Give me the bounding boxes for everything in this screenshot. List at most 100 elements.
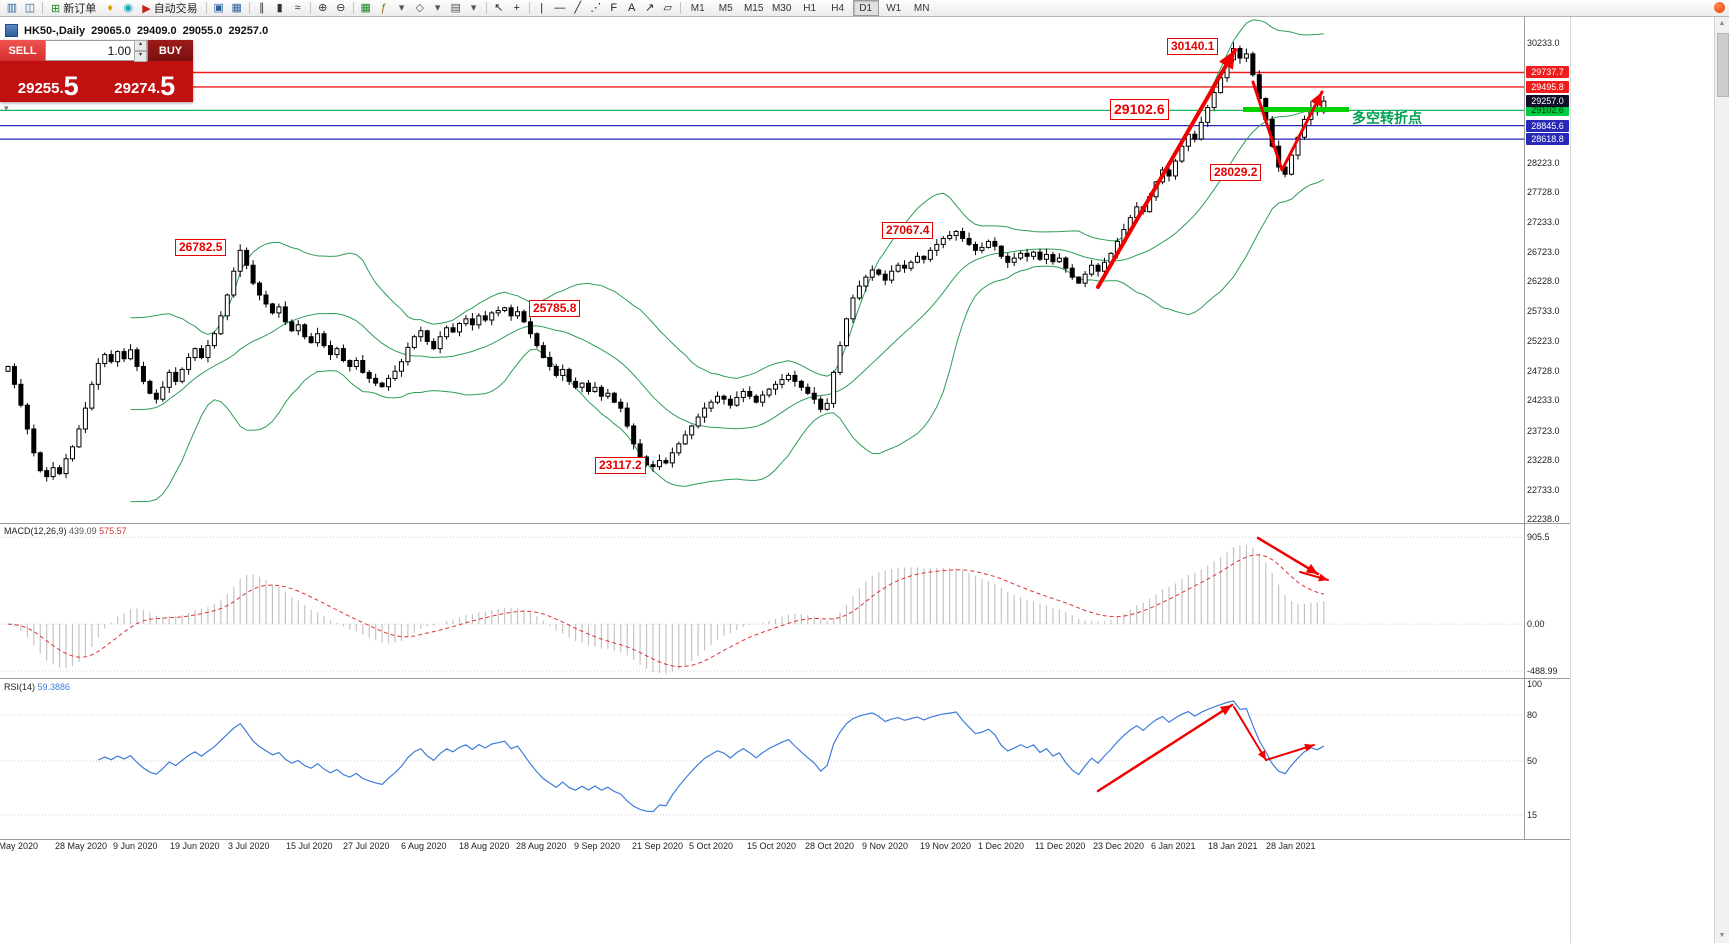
templates-icon[interactable]: ▤ — [450, 2, 461, 14]
price-tick: 22733.0 — [1527, 484, 1560, 495]
date-label: 9 Jun 2020 — [113, 841, 158, 851]
sell-price[interactable]: 29255. 5 — [0, 61, 97, 102]
price-tick: 23723.0 — [1527, 425, 1560, 436]
date-label: 21 Sep 2020 — [632, 841, 684, 851]
price-tick: 25223.0 — [1527, 336, 1560, 347]
level-lines — [0, 71, 1524, 140]
date-label: 19 Jun 2020 — [170, 841, 220, 851]
indicators-dropdown-icon[interactable]: ▾ — [398, 2, 405, 14]
timeframe-d1[interactable]: D1 — [852, 0, 879, 16]
sell-button[interactable]: SELL — [0, 40, 45, 61]
buy-price-main: 29274. — [114, 80, 161, 97]
arrows-icon[interactable]: ↗ — [645, 2, 655, 14]
grid-icon[interactable]: ▦ — [360, 2, 371, 14]
date-label: 6 Jan 2021 — [1151, 841, 1196, 851]
panel-collapse-icon[interactable]: ▾ — [4, 103, 9, 113]
one-click-trading-panel: SELL 1.00 ▴ ▾ BUY 29255. 5 29274. 5 — [0, 39, 194, 102]
sound-alert-icon[interactable]: ♦ — [107, 2, 114, 14]
scroll-down-icon[interactable]: ▼ — [1718, 932, 1726, 939]
rsi-tick: 15 — [1527, 809, 1538, 820]
high-value: 29409.0 — [136, 24, 177, 37]
price-level-tag[interactable]: 29737.7 — [1526, 66, 1569, 79]
new-chart-icon[interactable]: ▥ — [6, 2, 18, 14]
scroll-up-icon[interactable]: ▲ — [1718, 20, 1726, 27]
price-annotation: 26782.5 — [175, 239, 227, 256]
timeframe-w1[interactable]: W1 — [886, 2, 902, 14]
buy-price[interactable]: 29274. 5 — [97, 61, 194, 102]
scrollbar-thumb[interactable] — [1717, 33, 1729, 97]
timeframe-h1[interactable]: H1 — [803, 2, 817, 14]
price-tick: 27728.0 — [1527, 187, 1560, 198]
crosshair-icon[interactable]: + — [513, 2, 520, 14]
timeframe-h4[interactable]: H4 — [831, 2, 845, 14]
candlestick-chart-icon[interactable]: ▮ — [276, 2, 283, 14]
annotation-shapes — [1096, 48, 1349, 793]
rsi-indicator-label: RSI(14) 59.3886 — [4, 682, 70, 692]
timeframe-m30[interactable]: M30 — [771, 2, 792, 14]
line-chart-icon[interactable]: ≈ — [294, 2, 301, 14]
new-order-button[interactable]: ⊞ 新订单 — [46, 1, 101, 16]
volume-stepper[interactable]: 1.00 ▴ ▾ — [45, 39, 148, 62]
macd-value: 439.09 — [69, 526, 97, 536]
price-tick: 30233.0 — [1527, 38, 1560, 48]
toolbar-separator — [42, 2, 43, 14]
volume-increase-button[interactable]: ▴ — [134, 39, 147, 51]
low-value: 29055.0 — [182, 24, 223, 37]
templates-dropdown-icon[interactable]: ▾ — [470, 2, 477, 14]
vertical-line-icon[interactable]: | — [540, 2, 544, 14]
periods-dropdown-icon[interactable]: ▾ — [434, 2, 441, 14]
macd-indicator-label: MACD(12,26,9) 439.09 575.57 — [4, 526, 127, 536]
timeframe-m1[interactable]: M1 — [690, 2, 705, 14]
price-level-tag[interactable]: 29495.8 — [1526, 80, 1569, 93]
vertical-scrollbar[interactable]: ▲ ▼ — [1714, 17, 1729, 943]
button-icon: ▶ — [142, 2, 151, 15]
toolbar-separator — [248, 2, 250, 14]
toolbar-separator — [679, 2, 681, 14]
news-icon[interactable]: ◉ — [123, 2, 134, 14]
price-annotation: 29102.6 — [1110, 99, 1169, 120]
buy-button[interactable]: BUY — [148, 40, 193, 61]
current-price-tag: 29257.0 — [1526, 95, 1569, 108]
price-tick: 27233.0 — [1527, 216, 1560, 227]
price-level-tag[interactable]: 28845.6 — [1526, 119, 1569, 132]
candles-layer — [5, 42, 1327, 482]
zoom-in-icon[interactable]: ⊕ — [318, 2, 328, 14]
price-axis: 30233.0 28223.0 27728.0 27233.0 26723.0 26228… — [1526, 0, 1571, 943]
bar-chart-icon[interactable]: ∥ — [258, 2, 265, 14]
horizontal-line-icon[interactable]: — — [554, 2, 566, 14]
auto-trading-button[interactable]: ▶ 自动交易 — [137, 1, 202, 16]
fibonacci-icon[interactable]: F — [610, 2, 618, 14]
zoom-out-icon[interactable]: ⊖ — [336, 2, 346, 14]
date-label: 28 May 2020 — [55, 841, 108, 851]
indicators-icon[interactable]: ƒ — [380, 2, 387, 14]
periods-icon[interactable]: ◇ — [415, 2, 424, 14]
profiles-icon[interactable]: ◫ — [24, 2, 36, 14]
notification-dot-icon[interactable] — [1714, 2, 1725, 13]
rsi-tick: 80 — [1527, 709, 1538, 720]
cursor-icon[interactable]: ↖ — [494, 2, 504, 14]
volume-decrease-button[interactable]: ▾ — [134, 50, 147, 62]
shapes-icon[interactable]: ▱ — [663, 2, 672, 14]
toolbar-separator — [485, 2, 487, 14]
trendline-icon[interactable]: ╱ — [574, 2, 581, 14]
timeframe-m15[interactable]: M15 — [743, 2, 764, 14]
cascade-windows-icon[interactable]: ▣ — [213, 2, 224, 14]
tile-windows-icon[interactable]: ▦ — [231, 2, 242, 14]
turning-point-label: 多空转折点 — [1352, 110, 1422, 126]
price-level-tag[interactable]: 28618.8 — [1526, 133, 1569, 146]
price-annotation: 25785.8 — [529, 300, 581, 317]
channel-icon[interactable]: ⋰ — [590, 2, 602, 14]
price-tick: 28223.0 — [1527, 157, 1560, 168]
timeframe-mn[interactable]: MN — [913, 2, 930, 14]
toolbar-separator — [352, 2, 354, 14]
date-label: 18 Aug 2020 — [459, 841, 510, 851]
macd-tick: 905.5 — [1527, 532, 1550, 543]
price-level-tag[interactable]: 29102.6 — [1526, 104, 1569, 117]
date-label: 5 Oct 2020 — [689, 841, 734, 851]
text-label-icon[interactable]: A — [628, 2, 636, 14]
time-axis: 18 May 2020 28 May 2020 9 Jun 2020 19 Jun 2… — [0, 841, 1570, 855]
date-label: 1 Dec 2020 — [978, 841, 1025, 851]
timeframe-m5[interactable]: M5 — [718, 2, 733, 14]
